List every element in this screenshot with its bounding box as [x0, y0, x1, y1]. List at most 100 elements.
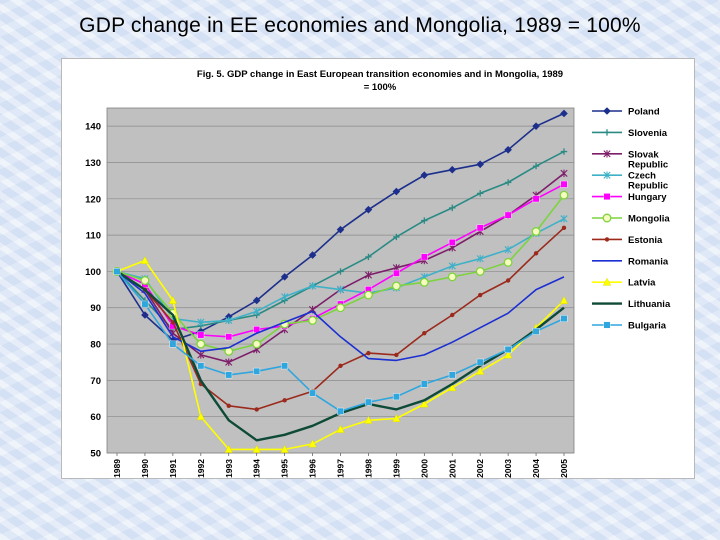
- data-point-mongolia: [308, 315, 318, 325]
- x-tick-label: 2003: [503, 459, 513, 478]
- x-tick-label: 1991: [168, 459, 178, 478]
- data-point-estonia: [533, 251, 539, 256]
- data-point-slovenia: [393, 233, 400, 241]
- legend-item-bulgaria: Bulgaria: [592, 321, 667, 332]
- data-point-poland: [504, 145, 512, 154]
- data-point-czech-republic: [504, 245, 512, 254]
- data-point-mongolia: [196, 339, 206, 349]
- data-point-latvia: [336, 424, 345, 433]
- data-point-bulgaria: [309, 389, 316, 397]
- legend-item-latvia: Latvia: [592, 278, 656, 289]
- data-point-bulgaria: [532, 327, 540, 335]
- data-point-bulgaria: [392, 393, 400, 401]
- data-point-slovak-republic: [197, 351, 205, 359]
- x-tick-label: 1992: [196, 459, 206, 478]
- data-point-slovenia: [504, 179, 512, 186]
- data-point-hungary: [532, 195, 540, 203]
- data-point-czech-republic: [336, 285, 345, 294]
- data-point-bulgaria: [504, 346, 512, 353]
- legend-item-mongolia: Mongolia: [592, 214, 670, 225]
- legend-swatch-marker: [604, 237, 610, 242]
- data-point-mongolia: [391, 281, 401, 291]
- legend-label: Lithuania: [628, 299, 671, 310]
- data-point-czech-republic: [448, 262, 456, 270]
- legend-label: Slovenia: [628, 128, 668, 139]
- data-point-estonia: [505, 278, 511, 283]
- data-point-latvia: [280, 444, 289, 453]
- data-point-hungary: [420, 253, 428, 261]
- data-point-poland: [364, 205, 373, 214]
- data-point-latvia: [503, 350, 513, 359]
- data-point-hungary: [225, 333, 233, 341]
- legend-swatch-marker: [603, 150, 611, 158]
- legend-label: Latvia: [628, 278, 656, 289]
- data-point-bulgaria: [337, 407, 344, 415]
- data-point-czech-republic: [308, 282, 317, 290]
- data-point-bulgaria: [197, 362, 205, 370]
- chart-title-line-1: Fig. 5. GDP change in East European tran…: [197, 69, 563, 80]
- data-point-latvia: [252, 444, 261, 453]
- data-point-slovenia: [532, 162, 540, 170]
- data-point-slovenia: [560, 148, 568, 155]
- data-point-czech-republic: [476, 255, 484, 263]
- legend-item-lithuania: Lithuania: [592, 299, 671, 310]
- data-point-hungary: [392, 269, 400, 277]
- legend-swatch-marker: [603, 107, 611, 115]
- data-point-latvia: [308, 439, 317, 448]
- data-point-slovenia: [365, 253, 372, 261]
- legend-label: Hungary: [628, 192, 667, 203]
- data-point-slovenia: [476, 190, 484, 197]
- data-point-slovak-republic: [225, 358, 233, 366]
- legend-swatch-marker: [603, 321, 611, 329]
- series-estonia: [114, 225, 567, 412]
- y-tick-label: 60: [90, 412, 101, 423]
- legend-label: Bulgaria: [628, 321, 667, 332]
- y-tick-label: 110: [86, 231, 101, 242]
- data-point-latvia: [140, 256, 150, 264]
- data-point-hungary: [476, 224, 484, 232]
- data-point-slovenia: [449, 204, 456, 212]
- x-tick-label: 2001: [447, 459, 457, 478]
- y-tick-label: 130: [85, 158, 101, 169]
- data-point-slovak-republic: [560, 169, 568, 178]
- data-point-latvia: [420, 399, 429, 408]
- legend-item-estonia: Estonia: [592, 235, 663, 246]
- x-tick-label: 2005: [559, 459, 569, 478]
- data-point-estonia: [477, 292, 483, 298]
- data-point-poland: [280, 273, 289, 281]
- data-point-mongolia: [252, 339, 262, 349]
- data-point-poland: [141, 311, 149, 319]
- data-point-czech-republic: [281, 293, 289, 301]
- data-point-latvia: [364, 415, 373, 424]
- data-point-mongolia: [475, 266, 485, 276]
- slide-title: GDP change in EE economies and Mongolia,…: [79, 14, 641, 37]
- data-point-mongolia: [531, 227, 541, 236]
- data-point-mongolia: [363, 290, 373, 300]
- data-point-slovenia: [337, 268, 344, 275]
- data-point-latvia: [559, 296, 569, 304]
- data-point-bulgaria: [113, 268, 121, 275]
- data-point-mongolia: [559, 190, 569, 200]
- x-tick-label: 2004: [531, 459, 541, 478]
- legend-label: Estonia: [628, 235, 663, 246]
- legend-item-slovenia: Slovenia: [592, 128, 668, 139]
- y-tick-label: 90: [90, 303, 101, 314]
- data-point-czech-republic: [197, 318, 205, 326]
- series-bulgaria: [113, 268, 568, 415]
- data-point-bulgaria: [560, 315, 568, 323]
- x-tick-label: 1997: [336, 459, 346, 478]
- data-point-poland: [392, 187, 401, 196]
- data-point-estonia: [170, 320, 176, 325]
- data-point-poland: [252, 296, 261, 305]
- x-tick-label: 2002: [475, 459, 485, 478]
- data-point-mongolia: [503, 257, 513, 267]
- chart-container: Fig. 5. GDP change in East European tran…: [61, 58, 695, 479]
- x-tick-label: 1990: [140, 459, 150, 478]
- gdp-line-chart: Fig. 5. GDP change in East European tran…: [85, 69, 671, 478]
- data-point-hungary: [560, 180, 568, 188]
- data-point-latvia: [392, 414, 401, 422]
- data-point-estonia: [226, 403, 231, 408]
- data-point-estonia: [282, 398, 287, 403]
- data-point-bulgaria: [476, 358, 484, 366]
- legend-item-romania: Romania: [592, 256, 669, 267]
